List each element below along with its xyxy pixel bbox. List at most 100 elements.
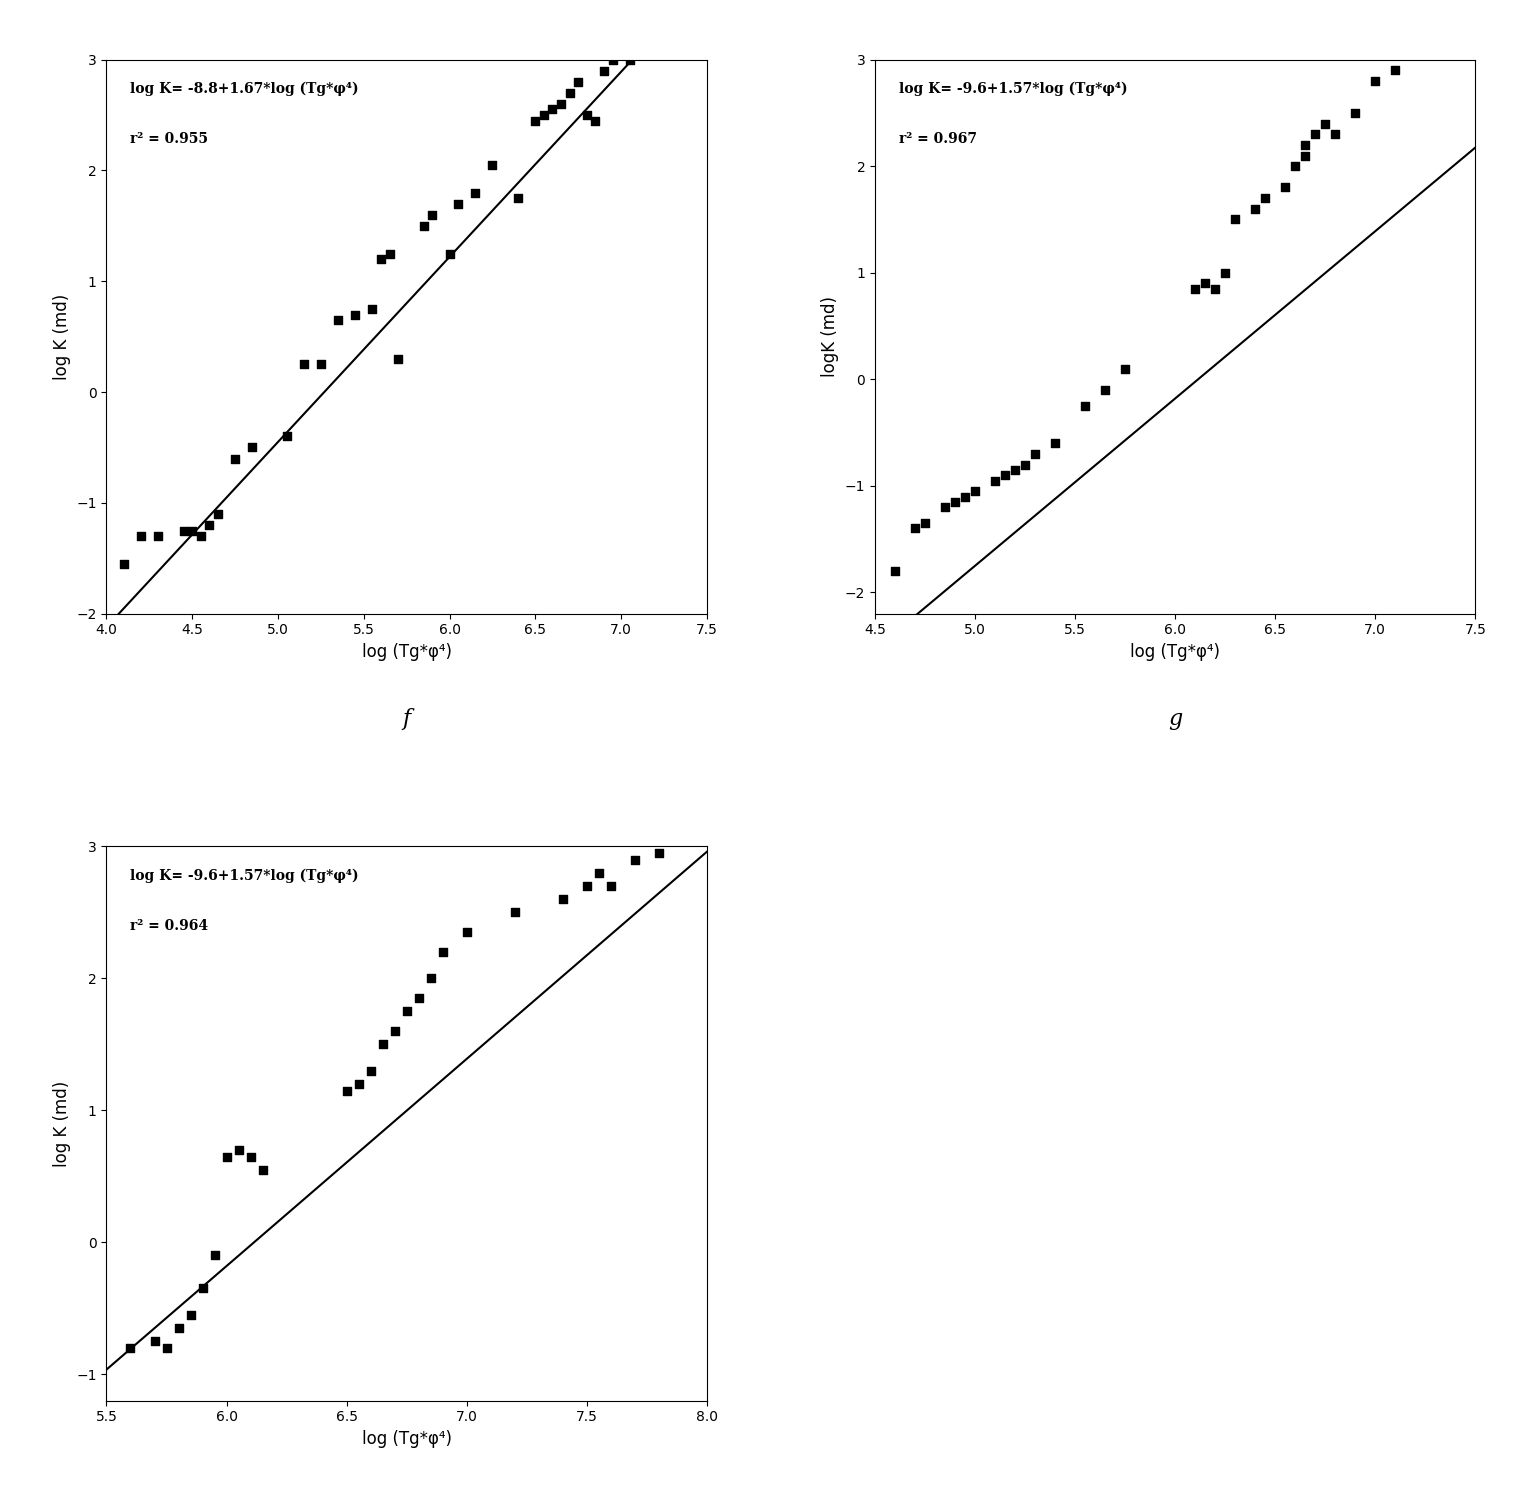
- Point: [1343, 101, 1367, 125]
- Point: [1273, 176, 1297, 200]
- Point: [438, 241, 462, 265]
- Point: [227, 1138, 251, 1162]
- Point: [146, 524, 170, 548]
- Point: [1243, 197, 1267, 221]
- Point: [993, 463, 1018, 487]
- Point: [359, 1059, 383, 1083]
- Point: [1293, 133, 1317, 156]
- Point: [154, 1337, 178, 1360]
- Point: [983, 469, 1007, 493]
- Point: [172, 519, 196, 542]
- Point: [592, 58, 616, 82]
- Text: log K= -9.6+1.57*log (Tg*φ⁴): log K= -9.6+1.57*log (Tg*φ⁴): [899, 82, 1127, 97]
- Point: [129, 524, 154, 548]
- Y-axis label: logK (md): logK (md): [821, 297, 840, 377]
- Point: [882, 559, 907, 583]
- Point: [1192, 271, 1217, 295]
- Point: [377, 241, 402, 265]
- Point: [325, 308, 350, 332]
- Point: [532, 103, 557, 127]
- Point: [599, 875, 624, 898]
- Point: [943, 490, 967, 514]
- Point: [1214, 261, 1238, 285]
- Point: [202, 1244, 227, 1268]
- Point: [239, 1144, 263, 1168]
- Point: [368, 247, 392, 271]
- Point: [575, 103, 599, 127]
- Point: [523, 109, 548, 133]
- Point: [198, 513, 222, 536]
- Point: [189, 524, 213, 548]
- Point: [360, 297, 385, 320]
- Point: [1363, 69, 1387, 92]
- X-axis label: log (Tg*φ⁴): log (Tg*φ⁴): [362, 644, 452, 662]
- Point: [622, 848, 646, 872]
- Point: [1253, 186, 1278, 210]
- Point: [1094, 378, 1118, 402]
- Point: [1113, 356, 1138, 380]
- Text: g: g: [1168, 708, 1182, 730]
- Point: [618, 48, 642, 72]
- Point: [309, 353, 333, 377]
- X-axis label: log (Tg*φ⁴): log (Tg*φ⁴): [362, 1430, 452, 1448]
- Point: [558, 80, 583, 104]
- Point: [446, 192, 470, 216]
- Point: [587, 861, 611, 885]
- Point: [932, 495, 957, 519]
- Text: r² = 0.964: r² = 0.964: [131, 918, 208, 933]
- Point: [406, 986, 430, 1010]
- Text: log K= -9.6+1.57*log (Tg*φ⁴): log K= -9.6+1.57*log (Tg*φ⁴): [131, 869, 359, 884]
- Point: [963, 480, 987, 504]
- Point: [292, 353, 316, 377]
- Point: [506, 186, 531, 210]
- Point: [1303, 122, 1328, 146]
- Point: [335, 1079, 359, 1103]
- Text: r² = 0.955: r² = 0.955: [131, 131, 208, 146]
- Y-axis label: log K (md): log K (md): [53, 1080, 70, 1167]
- Point: [166, 1316, 190, 1340]
- Point: [344, 302, 368, 326]
- Point: [371, 1033, 395, 1056]
- Text: r² = 0.967: r² = 0.967: [899, 131, 976, 146]
- Point: [455, 921, 479, 945]
- Point: [1313, 112, 1337, 136]
- Point: [119, 1337, 143, 1360]
- Point: [1284, 155, 1308, 179]
- Point: [179, 519, 204, 542]
- Point: [224, 447, 248, 471]
- Point: [1223, 207, 1247, 231]
- Point: [143, 1329, 167, 1353]
- Point: [551, 888, 575, 912]
- Point: [903, 517, 928, 541]
- Point: [240, 435, 265, 459]
- Point: [1183, 277, 1208, 301]
- Point: [111, 551, 135, 575]
- Point: [462, 180, 487, 204]
- Point: [583, 109, 607, 133]
- Point: [481, 153, 505, 177]
- Point: [1013, 453, 1037, 477]
- Y-axis label: log K (md): log K (md): [53, 294, 70, 380]
- Point: [1323, 122, 1348, 146]
- Point: [214, 1144, 239, 1168]
- Point: [1072, 393, 1097, 417]
- Point: [913, 511, 937, 535]
- X-axis label: log (Tg*φ⁴): log (Tg*φ⁴): [1130, 644, 1220, 662]
- Point: [1043, 431, 1068, 454]
- Text: log K= -8.8+1.67*log (Tg*φ⁴): log K= -8.8+1.67*log (Tg*φ⁴): [131, 82, 359, 97]
- Point: [420, 203, 444, 226]
- Point: [190, 1277, 214, 1301]
- Point: [566, 70, 590, 94]
- Point: [549, 92, 573, 116]
- Point: [394, 1000, 418, 1024]
- Point: [646, 842, 671, 866]
- Point: [502, 900, 526, 924]
- Point: [386, 347, 411, 371]
- Point: [418, 967, 443, 991]
- Point: [540, 97, 564, 121]
- Point: [178, 1302, 202, 1326]
- Point: [430, 940, 455, 964]
- Point: [575, 875, 599, 898]
- Point: [1383, 58, 1407, 82]
- Point: [251, 1158, 275, 1182]
